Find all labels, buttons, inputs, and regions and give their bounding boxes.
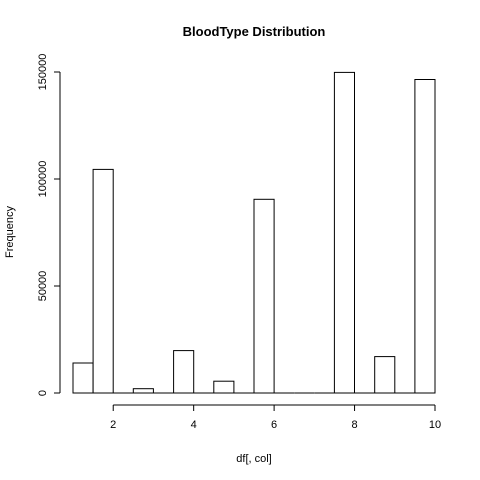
- histogram-bar-3: [132, 388, 154, 394]
- x-axis-label: df[, col]: [236, 453, 271, 465]
- histogram-bar-7: [213, 380, 235, 394]
- y-axis-label: Frequency: [4, 206, 16, 258]
- y-tick-label-0: 0: [37, 390, 49, 396]
- x-tick-label-8: 8: [351, 419, 357, 431]
- x-tick-label-6: 6: [271, 419, 277, 431]
- histogram-bar-1: [92, 168, 114, 394]
- y-tick-label-150000: 150000: [37, 54, 49, 91]
- histogram-bar-0: [72, 362, 94, 394]
- bars-group: [72, 71, 436, 394]
- histogram-bar-5: [173, 350, 195, 394]
- x-axis: 2 4 6 8 10: [110, 404, 441, 431]
- x-tick-label-2: 2: [110, 419, 116, 431]
- x-tick-label-4: 4: [191, 419, 197, 431]
- y-tick-label-50000: 50000: [37, 271, 49, 302]
- histogram-bar-13: [333, 71, 355, 394]
- chart-title: BloodType Distribution: [183, 24, 326, 39]
- y-tick-label-100000: 100000: [37, 161, 49, 198]
- histogram-bar-15: [374, 356, 396, 394]
- histogram-bar-17: [414, 79, 436, 394]
- histogram-bar-9: [253, 198, 275, 394]
- x-tick-label-10: 10: [429, 419, 441, 431]
- y-axis: 0 50000 100000 150000: [37, 54, 61, 396]
